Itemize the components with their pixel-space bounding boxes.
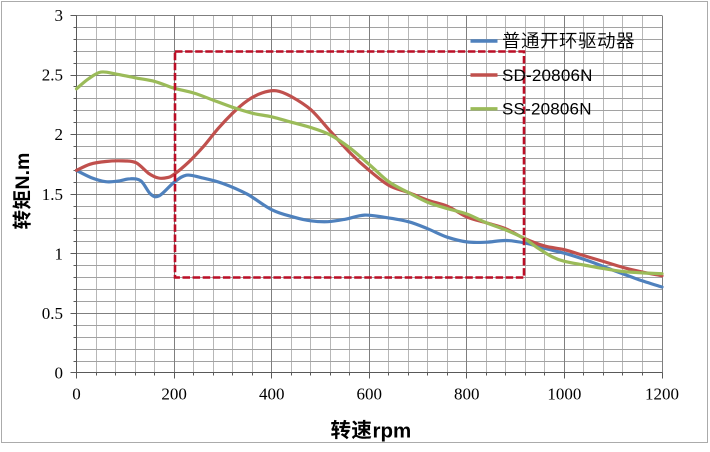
svg-text:SS-20806N: SS-20806N bbox=[502, 100, 592, 119]
svg-text:400: 400 bbox=[259, 385, 285, 404]
svg-text:600: 600 bbox=[356, 385, 382, 404]
svg-text:SD-20806N: SD-20806N bbox=[502, 66, 593, 85]
svg-text:1: 1 bbox=[55, 244, 64, 263]
svg-text:0.5: 0.5 bbox=[42, 304, 63, 323]
svg-text:200: 200 bbox=[161, 385, 187, 404]
svg-text:3: 3 bbox=[55, 6, 64, 25]
svg-text:N.m: N.m bbox=[12, 153, 34, 190]
svg-text:800: 800 bbox=[454, 385, 480, 404]
svg-text:0: 0 bbox=[55, 364, 64, 383]
svg-text:1200: 1200 bbox=[645, 385, 679, 404]
svg-text:1.5: 1.5 bbox=[42, 185, 63, 204]
svg-text:0: 0 bbox=[72, 385, 81, 404]
svg-text:2.5: 2.5 bbox=[42, 66, 63, 85]
svg-text:1000: 1000 bbox=[547, 385, 581, 404]
svg-text:2: 2 bbox=[55, 125, 64, 144]
svg-text:rpm: rpm bbox=[373, 419, 412, 442]
